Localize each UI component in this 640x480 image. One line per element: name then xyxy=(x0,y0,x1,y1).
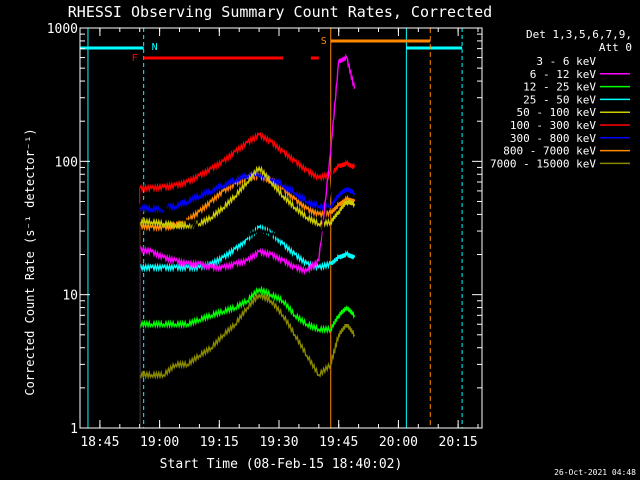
legend-label: 800 - 7000 keV xyxy=(503,145,596,158)
legend-header-line-2: Att 0 xyxy=(599,41,632,54)
legend-label: 100 - 300 keV xyxy=(510,119,596,132)
flare-label: F xyxy=(132,53,138,64)
legend-label: 300 - 800 keV xyxy=(510,132,596,145)
plot-frame xyxy=(79,27,483,429)
y-tick-label: 1000 xyxy=(47,22,78,37)
x-tick-label: 19:30 xyxy=(259,435,298,450)
legend-label: 12 - 25 keV xyxy=(523,81,596,94)
x-tick-label: 19:00 xyxy=(140,435,179,450)
legend-header-line-1: Det 1,3,5,6,7,9, xyxy=(526,28,632,41)
series-line-12-25-kev xyxy=(139,285,356,335)
series-line-7000-15000-kev xyxy=(139,291,356,380)
series-line-6-12-kev xyxy=(139,53,356,276)
y-tick-label: 10 xyxy=(62,289,78,304)
axes: 18:45 19:00 19:15 19:30 19:45 20:00 20:15 1 10 10… xyxy=(47,22,483,450)
plot-area: N S F xyxy=(80,28,463,428)
y-tick-label: 100 xyxy=(55,155,78,170)
y-tick-label: 1 xyxy=(70,422,78,437)
chart-title: RHESSI Observing Summary Count Rates, Co… xyxy=(68,3,492,21)
x-tick-label: 19:45 xyxy=(319,435,358,450)
x-tick-label: 18:45 xyxy=(80,435,119,450)
x-axis-label: Start Time (08-Feb-15 18:40:02) xyxy=(160,457,403,472)
x-tick-label: 20:00 xyxy=(379,435,418,450)
y-axis-label: Corrected Count Rate (s⁻¹ detector⁻¹) xyxy=(23,128,37,395)
legend-label: 7000 - 15000 keV xyxy=(490,157,596,170)
series-line-25-50-kev xyxy=(139,224,356,273)
series-line-3-6-kev xyxy=(139,95,356,253)
footer-date: 26-Oct-2021 04:48 xyxy=(554,468,636,477)
legend-label: 3 - 6 keV xyxy=(536,55,596,68)
saa-label: S xyxy=(321,36,327,47)
series-line-50-100-kev xyxy=(139,165,356,231)
x-tick-label: 20:15 xyxy=(439,435,478,450)
x-tick-label: 19:15 xyxy=(200,435,239,450)
legend-label: 6 - 12 keV xyxy=(530,68,597,81)
legend-label: 50 - 100 keV xyxy=(517,106,597,119)
night-label: N xyxy=(152,42,158,53)
legend-label: 25 - 50 keV xyxy=(523,93,596,106)
